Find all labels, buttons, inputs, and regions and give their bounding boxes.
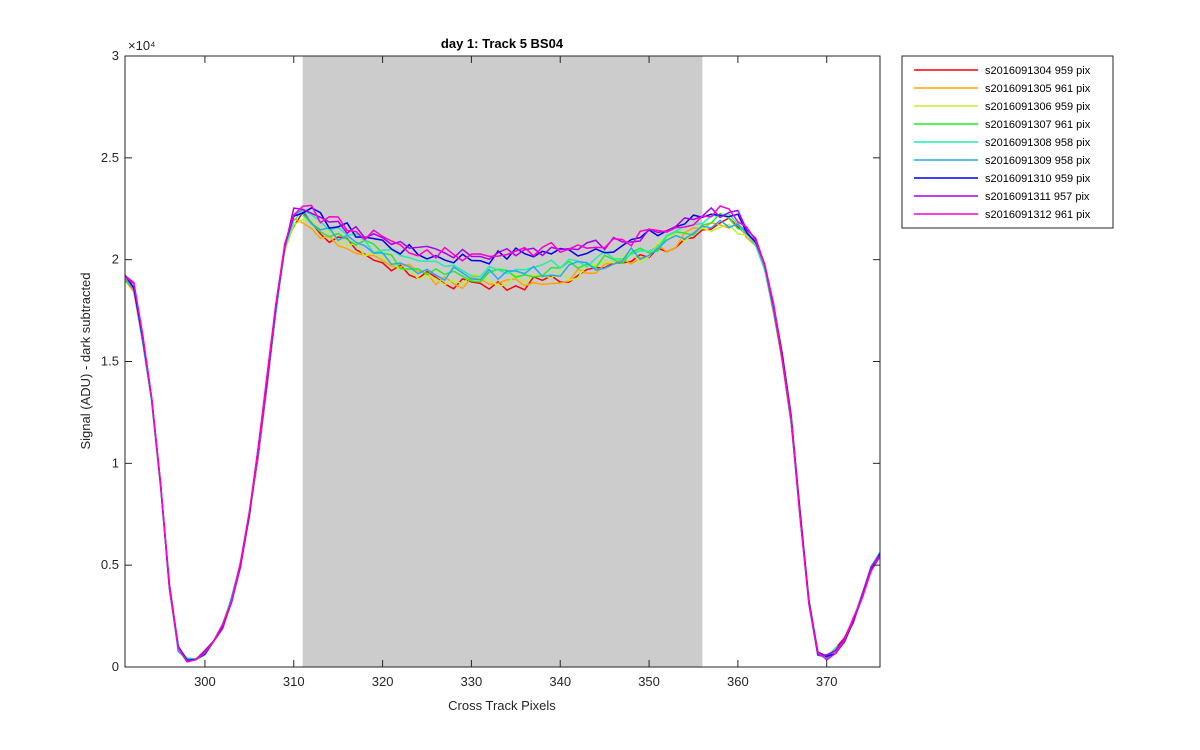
x-tick-label: 370 (816, 674, 838, 689)
legend-label: s2016091311 957 pix (985, 191, 1090, 203)
x-axis-label: Cross Track Pixels (448, 698, 556, 713)
legend-label: s2016091312 961 pix (985, 209, 1091, 221)
x-tick-label: 340 (549, 674, 571, 689)
y-tick-label: 1 (112, 455, 119, 470)
legend-label: s2016091306 959 pix (985, 101, 1091, 113)
series-line (125, 204, 880, 663)
x-axis: 300 310 320 330 340 350 360 370 (194, 56, 838, 689)
y-tick-label: 0.5 (101, 557, 119, 572)
legend-label: s2016091307 961 pix (985, 119, 1091, 131)
chart-title: day 1: Track 5 BS04 (441, 36, 564, 51)
x-tick-label: 300 (194, 674, 216, 689)
x-tick-label: 320 (372, 674, 394, 689)
y-tick-label: 2 (112, 252, 119, 267)
y-axis-label: Signal (ADU) - dark subtracted (78, 272, 93, 449)
x-tick-label: 310 (283, 674, 305, 689)
y-tick-label: 3 (112, 48, 119, 63)
y-tick-label: 0 (112, 659, 119, 674)
y-exponent-label: ×10⁴ (128, 38, 156, 53)
x-tick-label: 330 (461, 674, 483, 689)
legend-label: s2016091305 961 pix (985, 83, 1091, 95)
y-tick-label: 2.5 (101, 150, 119, 165)
shaded-region (302, 56, 703, 667)
legend-label: s2016091309 958 pix (985, 155, 1091, 167)
legend-label: s2016091310 959 pix (985, 173, 1091, 185)
legend-label: s2016091304 959 pix (985, 65, 1091, 77)
y-axis: 0 0.5 1 1.5 2 2.5 3 (101, 48, 880, 674)
legend-label: s2016091308 958 pix (985, 137, 1091, 149)
x-tick-label: 360 (727, 674, 749, 689)
series-layer (125, 204, 880, 663)
y-tick-label: 1.5 (101, 354, 119, 369)
legend: s2016091304 959 pix s2016091305 961 pix s2… (901, 55, 1114, 229)
x-tick-label: 350 (638, 674, 660, 689)
